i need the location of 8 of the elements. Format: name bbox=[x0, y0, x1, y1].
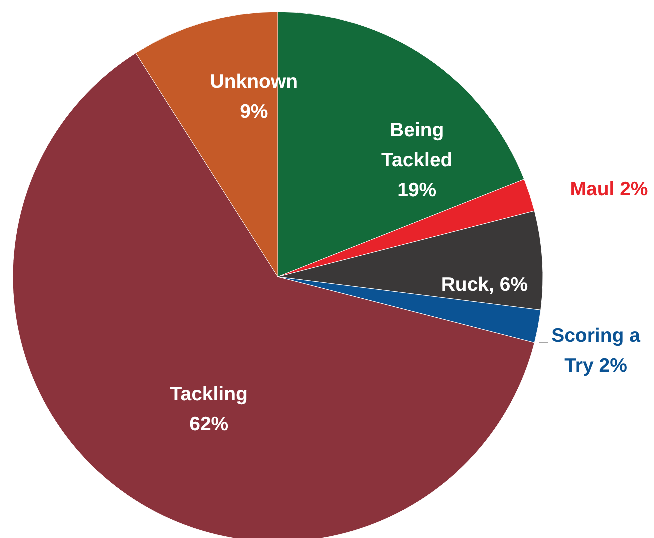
data-label: 62% bbox=[190, 414, 229, 436]
slice-label: Ruck, 6% bbox=[441, 274, 528, 296]
slice-label: Tackling bbox=[170, 384, 248, 406]
data-label: 19% bbox=[398, 179, 437, 202]
slice-label: Maul 2% bbox=[570, 178, 648, 201]
data-label: 9% bbox=[240, 100, 268, 123]
slice-label: Scoring a Try 2% bbox=[552, 325, 641, 378]
slice-label: Being Tackled bbox=[382, 119, 453, 172]
